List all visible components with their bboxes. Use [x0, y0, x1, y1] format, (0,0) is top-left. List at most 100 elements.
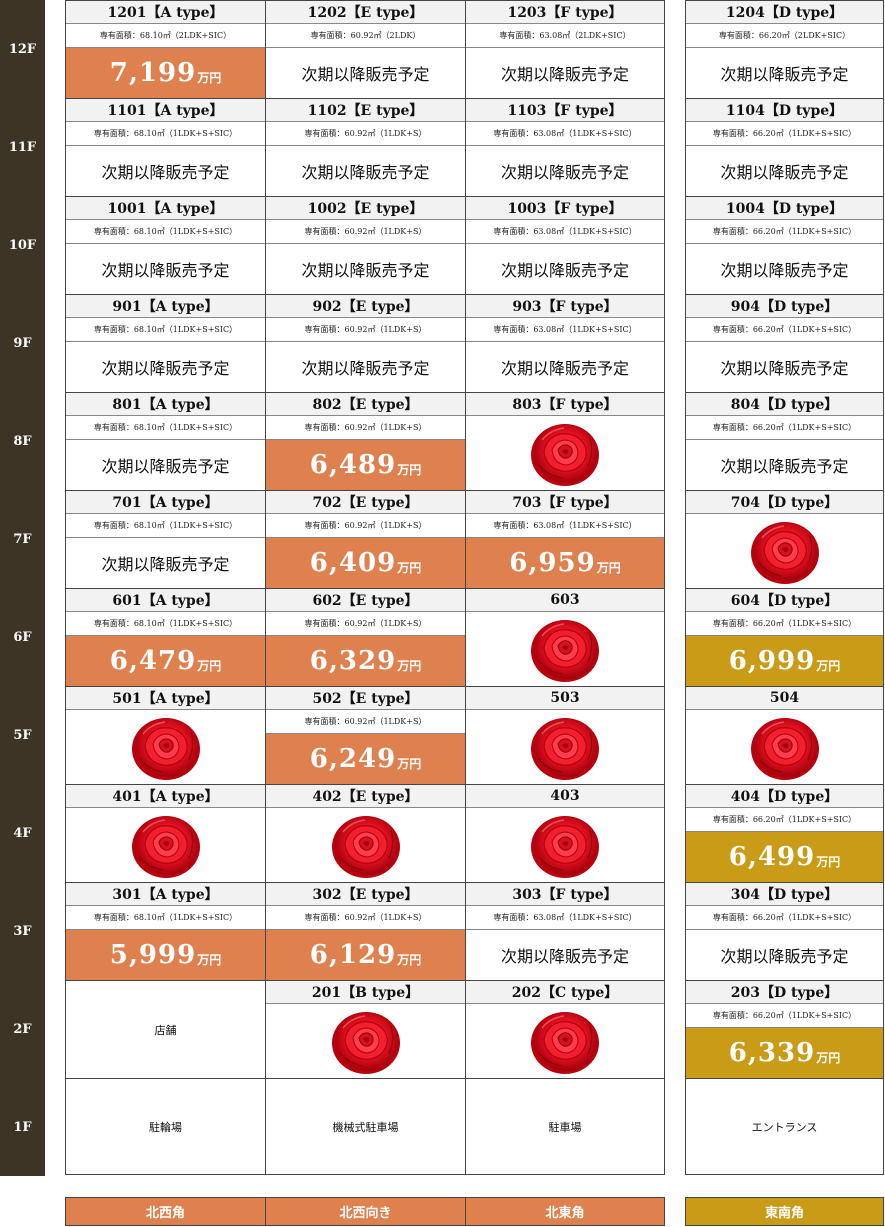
unit-cell[interactable]: 501【A type】: [65, 686, 266, 785]
unit-cell[interactable]: 1203【F type】 専有面積：63.08㎡（2LDK+SIC） 次期以降販売予…: [465, 0, 665, 99]
price-block[interactable]: 6,339 万円: [686, 1028, 883, 1078]
unit-cell[interactable]: 404【D type】 専有面積：66.20㎡（1LDK+S+SIC） 6,499 万…: [685, 784, 884, 883]
price-block[interactable]: 6,129 万円: [266, 930, 465, 980]
unit-cell[interactable]: 302【E type】 専有面積：60.92㎡（1LDK+S） 6,129 万円: [265, 882, 466, 981]
status-next-sale: 次期以降販売予定: [720, 457, 849, 476]
price-block[interactable]: 6,959 万円: [466, 538, 664, 588]
unit-area: 専有面積：68.10㎡（1LDK+S+SIC）: [66, 906, 265, 930]
unit-cell[interactable]: 803【F type】: [465, 392, 665, 491]
price-block[interactable]: 6,479 万円: [66, 636, 265, 686]
facility-label: 店舗: [154, 1023, 177, 1037]
unit-cell[interactable]: 403: [465, 784, 665, 883]
unit-header: 1204【D type】: [686, 1, 883, 24]
price-unit: 万円: [397, 560, 422, 575]
rose-icon: [528, 418, 602, 488]
status-next-sale: 次期以降販売予定: [720, 359, 849, 378]
unit-cell[interactable]: 1001【A type】 専有面積：68.10㎡（1LDK+S+SIC） 次期以降販…: [65, 196, 266, 295]
unit-cell[interactable]: 303【F type】 専有面積：63.08㎡（1LDK+S+SIC） 次期以降販売…: [465, 882, 665, 981]
rose-icon: [748, 516, 822, 586]
price-block[interactable]: 6,999 万円: [686, 636, 883, 686]
unit-cell[interactable]: 504: [685, 686, 884, 785]
status-next-sale: 次期以降販売予定: [500, 65, 629, 84]
unit-area: 専有面積：66.20㎡（1LDK+S+SIC）: [686, 612, 883, 636]
price-unit: 万円: [397, 952, 422, 967]
unit-cell[interactable]: 702【E type】 専有面積：60.92㎡（1LDK+S） 6,409 万円: [265, 490, 466, 589]
unit-header: 1201【A type】: [66, 1, 265, 24]
unit-header: 904【D type】: [686, 295, 883, 318]
unit-cell[interactable]: 402【E type】: [265, 784, 466, 883]
unit-header: 501【A type】: [66, 687, 265, 710]
unit-cell[interactable]: 1204【D type】 専有面積：66.20㎡（2LDK+SIC） 次期以降販売予…: [685, 0, 884, 99]
unit-cell[interactable]: 601【A type】 専有面積：68.10㎡（1LDK+S+SIC） 6,479 万…: [65, 588, 266, 687]
unit-cell[interactable]: 機械式駐車場: [265, 1078, 466, 1175]
floor-label: 7F: [0, 490, 45, 588]
unit-header: 604【D type】: [686, 589, 883, 612]
unit-cell[interactable]: 903【F type】 専有面積：63.08㎡（1LDK+S+SIC） 次期以降販売…: [465, 294, 665, 393]
price-block[interactable]: 6,329 万円: [266, 636, 465, 686]
unit-cell[interactable]: 904【D type】 専有面積：66.20㎡（1LDK+S+SIC） 次期以降販売…: [685, 294, 884, 393]
unit-cell[interactable]: 駐輪場: [65, 1078, 266, 1175]
status-next-sale: 次期以降販売予定: [301, 261, 430, 280]
price-value: 6,489: [309, 450, 397, 480]
unit-cell[interactable]: 701【A type】 専有面積：68.10㎡（1LDK+S+SIC） 次期以降販売…: [65, 490, 266, 589]
unit-area: 専有面積：68.10㎡（1LDK+S+SIC）: [66, 416, 265, 440]
unit-cell[interactable]: エントランス: [685, 1078, 884, 1175]
unit-header: 804【D type】: [686, 393, 883, 416]
unit-area: 専有面積：66.20㎡（1LDK+S+SIC）: [686, 220, 883, 244]
unit-area: 専有面積：66.20㎡（1LDK+S+SIC）: [686, 416, 883, 440]
unit-cell[interactable]: 503: [465, 686, 665, 785]
unit-cell[interactable]: 401【A type】: [65, 784, 266, 883]
unit-cell[interactable]: 1201【A type】 専有面積：68.10㎡（2LDK+SIC） 7,199 万円: [65, 0, 266, 99]
unit-cell[interactable]: 201【B type】: [265, 980, 466, 1079]
unit-header: 602【E type】: [266, 589, 465, 612]
price-block[interactable]: 7,199 万円: [66, 48, 265, 98]
unit-header: 703【F type】: [466, 491, 664, 514]
price-unit: 万円: [397, 658, 422, 673]
unit-cell[interactable]: 1104【D type】 専有面積：66.20㎡（1LDK+S+SIC） 次期以降販…: [685, 98, 884, 197]
unit-area: 専有面積：63.08㎡（1LDK+S+SIC）: [466, 318, 664, 342]
status-next-sale: 次期以降販売予定: [720, 947, 849, 966]
unit-cell[interactable]: 駐車場: [465, 1078, 665, 1175]
unit-cell[interactable]: 203【D type】 専有面積：66.20㎡（1LDK+S+SIC） 6,339 万…: [685, 980, 884, 1079]
unit-cell[interactable]: 604【D type】 専有面積：66.20㎡（1LDK+S+SIC） 6,999 万…: [685, 588, 884, 687]
unit-cell[interactable]: 902【E type】 専有面積：60.92㎡（1LDK+S） 次期以降販売予定: [265, 294, 466, 393]
price-value: 6,249: [309, 744, 397, 774]
unit-cell[interactable]: 602【E type】 専有面積：60.92㎡（1LDK+S） 6,329 万円: [265, 588, 466, 687]
price-value: 6,959: [509, 548, 596, 578]
unit-cell[interactable]: 304【D type】 専有面積：66.20㎡（1LDK+S+SIC） 次期以降販売…: [685, 882, 884, 981]
sold-rose-icon: [466, 1004, 664, 1078]
unit-cell[interactable]: 603: [465, 588, 665, 687]
unit-cell[interactable]: 502【E type】 専有面積：60.92㎡（1LDK+S） 6,249 万円: [265, 686, 466, 785]
unit-header: 603: [466, 589, 664, 612]
price-block[interactable]: 6,499 万円: [686, 832, 883, 882]
unit-cell[interactable]: 802【E type】 専有面積：60.92㎡（1LDK+S） 6,489 万円: [265, 392, 466, 491]
price-unit: 万円: [816, 854, 841, 869]
unit-cell[interactable]: 901【A type】 専有面積：68.10㎡（1LDK+S+SIC） 次期以降販売…: [65, 294, 266, 393]
unit-cell[interactable]: 1202【E type】 専有面積：60.92㎡（2LDK） 次期以降販売予定: [265, 0, 466, 99]
price-block[interactable]: 6,409 万円: [266, 538, 465, 588]
unit-cell[interactable]: 1103【F type】 専有面積：63.08㎡（1LDK+S+SIC） 次期以降販…: [465, 98, 665, 197]
unit-cell[interactable]: 801【A type】 専有面積：68.10㎡（1LDK+S+SIC） 次期以降販売…: [65, 392, 266, 491]
unit-header: 702【E type】: [266, 491, 465, 514]
unit-cell[interactable]: 1102【E type】 専有面積：60.92㎡（1LDK+S） 次期以降販売予定: [265, 98, 466, 197]
unit-cell[interactable]: 703【F type】 専有面積：63.08㎡（1LDK+S+SIC） 6,959 万…: [465, 490, 665, 589]
unit-cell[interactable]: 202【C type】: [465, 980, 665, 1079]
status-next-sale: 次期以降販売予定: [101, 261, 230, 280]
unit-cell[interactable]: 1002【E type】 専有面積：60.92㎡（1LDK+S） 次期以降販売予定: [265, 196, 466, 295]
price-block[interactable]: 6,489 万円: [266, 440, 465, 490]
price-unit: 万円: [197, 658, 222, 673]
unit-cell[interactable]: 1003【F type】 専有面積：63.08㎡（1LDK+S+SIC） 次期以降販…: [465, 196, 665, 295]
unit-area: 専有面積：66.20㎡（2LDK+SIC）: [686, 24, 883, 48]
unit-cell[interactable]: 804【D type】 専有面積：66.20㎡（1LDK+S+SIC） 次期以降販売…: [685, 392, 884, 491]
unit-header: 203【D type】: [686, 981, 883, 1004]
unit-cell[interactable]: 704【D type】: [685, 490, 884, 589]
unit-cell[interactable]: 301【A type】 専有面積：68.10㎡（1LDK+S+SIC） 5,999 万…: [65, 882, 266, 981]
status-next-sale: 次期以降販売予定: [101, 163, 230, 182]
unit-cell[interactable]: 1101【A type】 専有面積：68.10㎡（1LDK+S+SIC） 次期以降販…: [65, 98, 266, 197]
unit-header: 401【A type】: [66, 785, 265, 808]
unit-area: 専有面積：60.92㎡（1LDK+S）: [266, 220, 465, 244]
unit-cell[interactable]: 店舗: [65, 980, 266, 1079]
price-block[interactable]: 5,999 万円: [66, 930, 265, 980]
price-block[interactable]: 6,249 万円: [266, 734, 465, 784]
unit-cell[interactable]: 1004【D type】 専有面積：66.20㎡（1LDK+S+SIC） 次期以降販…: [685, 196, 884, 295]
